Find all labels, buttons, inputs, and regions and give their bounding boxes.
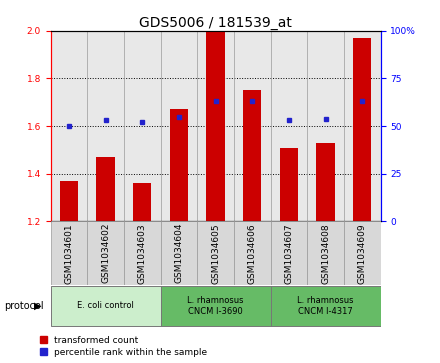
Bar bbox=[161, 31, 197, 221]
Text: GSM1034609: GSM1034609 bbox=[358, 223, 367, 284]
Bar bbox=[161, 286, 271, 326]
Bar bbox=[96, 157, 115, 221]
Bar bbox=[87, 221, 124, 285]
Bar bbox=[206, 31, 225, 221]
Bar bbox=[170, 110, 188, 221]
Text: protocol: protocol bbox=[4, 301, 44, 311]
Bar bbox=[344, 221, 381, 285]
Text: GSM1034603: GSM1034603 bbox=[138, 223, 147, 284]
Bar bbox=[316, 143, 335, 221]
Text: GSM1034606: GSM1034606 bbox=[248, 223, 257, 284]
Bar bbox=[87, 31, 124, 221]
Bar bbox=[197, 221, 234, 285]
Bar bbox=[271, 221, 307, 285]
Text: ▶: ▶ bbox=[33, 301, 41, 311]
Bar bbox=[197, 31, 234, 221]
Bar bbox=[161, 221, 197, 285]
Bar bbox=[353, 38, 371, 221]
Bar bbox=[234, 31, 271, 221]
Text: E. coli control: E. coli control bbox=[77, 301, 134, 310]
Legend: transformed count, percentile rank within the sample: transformed count, percentile rank withi… bbox=[40, 336, 207, 357]
Bar bbox=[133, 183, 151, 221]
Title: GDS5006 / 181539_at: GDS5006 / 181539_at bbox=[139, 16, 292, 30]
Bar bbox=[234, 221, 271, 285]
Bar bbox=[51, 286, 161, 326]
Bar bbox=[280, 148, 298, 221]
Text: GSM1034605: GSM1034605 bbox=[211, 223, 220, 284]
Bar bbox=[51, 31, 87, 221]
Text: GSM1034608: GSM1034608 bbox=[321, 223, 330, 284]
Bar bbox=[124, 221, 161, 285]
Bar bbox=[60, 181, 78, 221]
Text: GSM1034604: GSM1034604 bbox=[174, 223, 183, 284]
Bar bbox=[51, 221, 87, 285]
Bar bbox=[124, 31, 161, 221]
Text: L. rhamnosus
CNCM I-3690: L. rhamnosus CNCM I-3690 bbox=[187, 296, 244, 315]
Text: GSM1034602: GSM1034602 bbox=[101, 223, 110, 284]
Text: L. rhamnosus
CNCM I-4317: L. rhamnosus CNCM I-4317 bbox=[297, 296, 354, 315]
Bar bbox=[307, 221, 344, 285]
Bar bbox=[271, 31, 307, 221]
Bar bbox=[307, 31, 344, 221]
Text: GSM1034607: GSM1034607 bbox=[284, 223, 293, 284]
Bar bbox=[271, 286, 381, 326]
Bar bbox=[344, 31, 381, 221]
Text: GSM1034601: GSM1034601 bbox=[64, 223, 73, 284]
Bar bbox=[243, 90, 261, 221]
